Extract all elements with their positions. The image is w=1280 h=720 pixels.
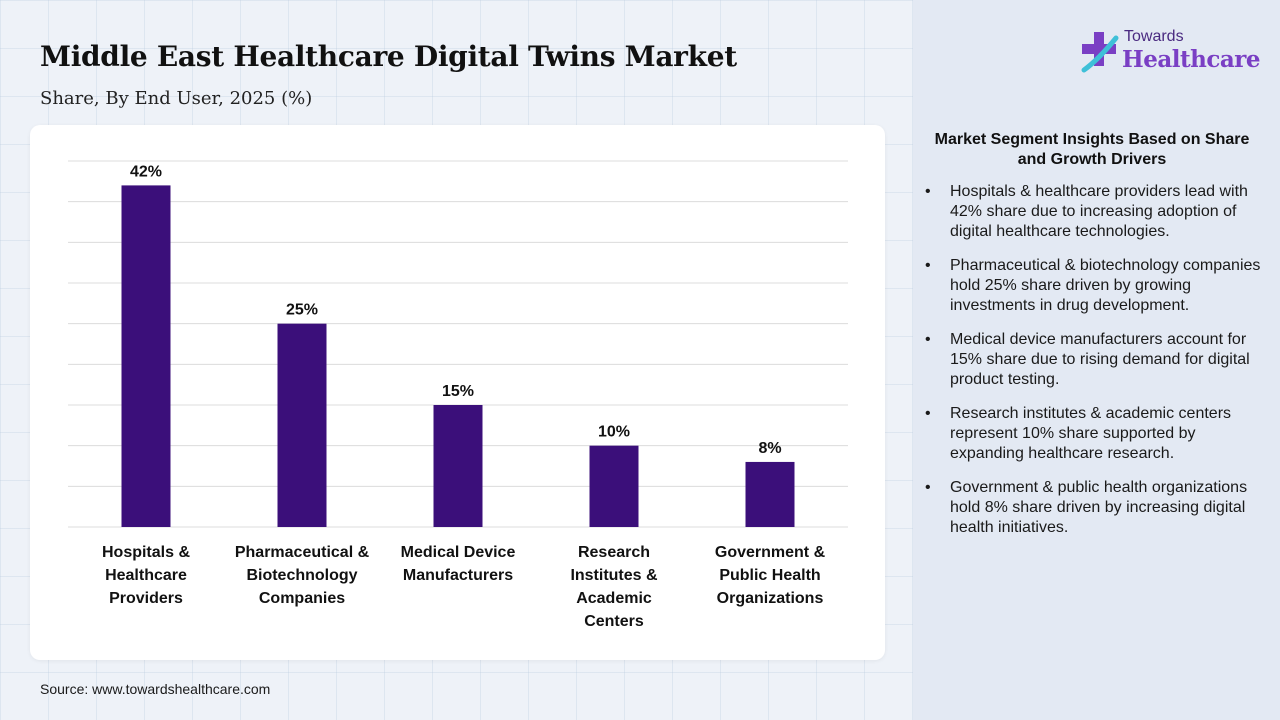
category-label: Academic bbox=[576, 590, 652, 607]
insight-item: Medical device manufacturers account for… bbox=[922, 330, 1262, 390]
category-label: Institutes & bbox=[570, 567, 658, 584]
insight-item: Government & public health organizations… bbox=[922, 478, 1262, 538]
insight-item: Research institutes & academic centers r… bbox=[922, 404, 1262, 464]
source-note: Source: www.towardshealthcare.com bbox=[40, 681, 271, 697]
bar bbox=[745, 461, 795, 527]
bar bbox=[121, 185, 171, 527]
bars bbox=[121, 185, 795, 527]
category-label: Public Health bbox=[719, 567, 820, 584]
category-label: Research bbox=[578, 544, 650, 561]
category-label: Medical Device bbox=[401, 544, 516, 561]
category-label: Providers bbox=[109, 590, 183, 607]
category-label: Hospitals & bbox=[102, 544, 190, 561]
data-labels: 42% 25% 15% 10% 8% bbox=[130, 163, 782, 457]
category-label: Centers bbox=[584, 613, 644, 630]
insights-panel: Market Segment Insights Based on Share a… bbox=[922, 130, 1262, 552]
bar bbox=[433, 405, 483, 527]
category-labels: Hospitals & Healthcare Providers Pharmaceut… bbox=[102, 544, 826, 630]
logo-text-towards: Towards bbox=[1124, 28, 1184, 45]
logo-text-healthcare: Healthcare bbox=[1122, 46, 1261, 73]
category-label: Pharmaceutical & bbox=[235, 544, 370, 561]
category-label: Organizations bbox=[717, 590, 824, 607]
insight-item: Hospitals & healthcare providers lead wi… bbox=[922, 182, 1262, 242]
category-label: Government & bbox=[715, 544, 826, 561]
category-label: Biotechnology bbox=[246, 567, 357, 584]
data-label: 25% bbox=[286, 302, 318, 319]
category-label: Healthcare bbox=[105, 567, 187, 584]
insights-title: Market Segment Insights Based on Share a… bbox=[934, 131, 1250, 168]
brand-logo: Towards Healthcare bbox=[1080, 28, 1261, 78]
insight-item: Pharmaceutical & biotechnology companies… bbox=[922, 256, 1262, 316]
category-label: Companies bbox=[259, 590, 345, 607]
data-label: 42% bbox=[130, 163, 162, 180]
data-label: 10% bbox=[598, 424, 630, 441]
data-label: 15% bbox=[442, 383, 474, 400]
insights-list: Hospitals & healthcare providers lead wi… bbox=[922, 182, 1262, 538]
bar bbox=[589, 445, 639, 527]
medical-cross-icon bbox=[1081, 32, 1119, 73]
bar-chart: 42% 25% 15% 10% 8% Hospitals & Healthcare Prov… bbox=[68, 160, 848, 630]
bar bbox=[277, 323, 327, 527]
page-subtitle: Share, By End User, 2025 (%) bbox=[40, 88, 313, 109]
page-title: Middle East Healthcare Digital Twins Mar… bbox=[40, 40, 737, 73]
chart-card: 42% 25% 15% 10% 8% Hospitals & Healthcare Prov… bbox=[30, 125, 885, 660]
category-label: Manufacturers bbox=[403, 567, 513, 584]
data-label: 8% bbox=[758, 440, 781, 457]
